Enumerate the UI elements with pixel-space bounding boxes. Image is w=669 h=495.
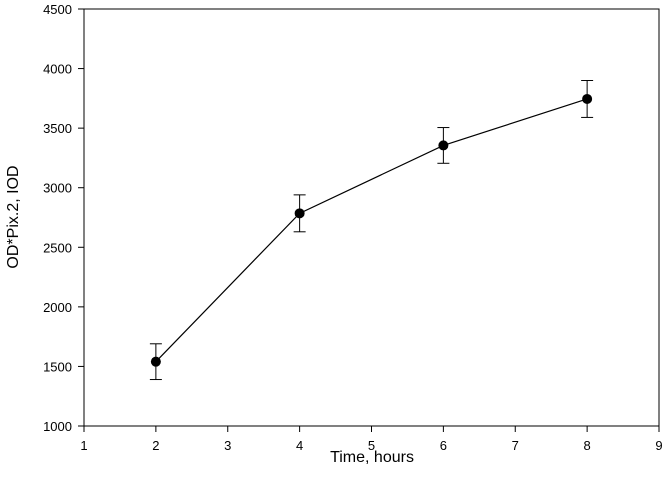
x-tick-label: 6 bbox=[440, 438, 447, 453]
series-layer bbox=[149, 79, 594, 381]
x-tick-label: 8 bbox=[584, 438, 591, 453]
data-point bbox=[150, 356, 161, 367]
x-axis-title: Time, hours bbox=[330, 449, 414, 466]
y-tick-label: 2000 bbox=[43, 300, 72, 315]
data-point bbox=[294, 208, 305, 219]
y-tick-label: 4500 bbox=[43, 2, 72, 17]
y-tick-label: 3500 bbox=[43, 121, 72, 136]
y-tick-label: 1000 bbox=[43, 419, 72, 434]
y-tick-label: 4000 bbox=[43, 62, 72, 77]
x-tick-label: 1 bbox=[80, 438, 87, 453]
y-tick-label: 3000 bbox=[43, 181, 72, 196]
data-point bbox=[582, 93, 593, 104]
x-tick-label: 2 bbox=[152, 438, 159, 453]
x-tick-label: 5 bbox=[368, 438, 375, 453]
x-tick-label: 4 bbox=[296, 438, 303, 453]
data-point bbox=[438, 140, 449, 151]
y-axis: 1000 1500 2000 2500 3000 3500 4000 4500 bbox=[43, 2, 84, 434]
x-axis: 1 2 3 4 5 6 7 8 9 bbox=[80, 426, 663, 453]
plot-frame bbox=[83, 8, 660, 427]
x-tick-label: 9 bbox=[655, 438, 662, 453]
y-tick-label: 2500 bbox=[43, 240, 72, 255]
y-axis-title: OD*Pix.2, IOD bbox=[5, 165, 22, 268]
x-tick-label: 3 bbox=[224, 438, 231, 453]
y-tick-label: 1500 bbox=[43, 359, 72, 374]
series-line bbox=[155, 98, 588, 363]
x-tick-label: 7 bbox=[512, 438, 519, 453]
